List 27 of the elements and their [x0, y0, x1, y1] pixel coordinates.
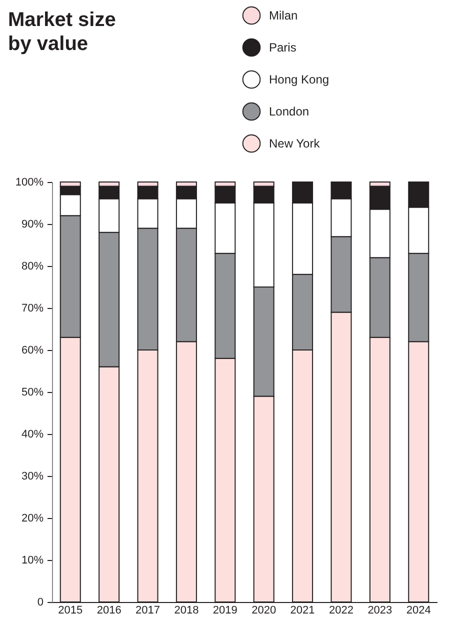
x-tick-label: 2023	[368, 604, 392, 616]
y-tick-label: 80%	[21, 260, 44, 272]
legend-label: London	[269, 104, 310, 118]
legend-label: Hong Kong	[269, 72, 330, 86]
y-tick-label: 60%	[21, 344, 44, 356]
x-tick-label: 2016	[96, 604, 122, 616]
y-tick-label: 0	[37, 596, 44, 608]
y-tick-label: 10%	[21, 554, 44, 566]
legend-label: New York	[269, 136, 321, 150]
y-tick-label: 20%	[21, 512, 44, 524]
x-tick-label: 2017	[136, 604, 160, 616]
x-tick-label: 2024	[406, 604, 431, 616]
x-tick-label: 2019	[212, 604, 238, 616]
x-tick-label: 2022	[328, 604, 354, 616]
x-tick-label: 2018	[174, 604, 199, 616]
chart-title: Market size by value	[8, 9, 116, 55]
x-tick-label: 2020	[252, 604, 276, 616]
legend-label: Milan	[269, 8, 298, 22]
x-tick-label: 2021	[290, 604, 315, 616]
y-tick-label: 50%	[21, 386, 44, 398]
y-tick-label: 100%	[15, 176, 44, 188]
y-tick-label: 40%	[21, 428, 44, 440]
x-tick-label: 2015	[58, 604, 83, 616]
y-tick-label: 30%	[21, 470, 44, 482]
legend-label: Paris	[269, 40, 296, 54]
y-tick-label: 70%	[21, 302, 44, 314]
y-tick-label: 90%	[21, 218, 44, 230]
